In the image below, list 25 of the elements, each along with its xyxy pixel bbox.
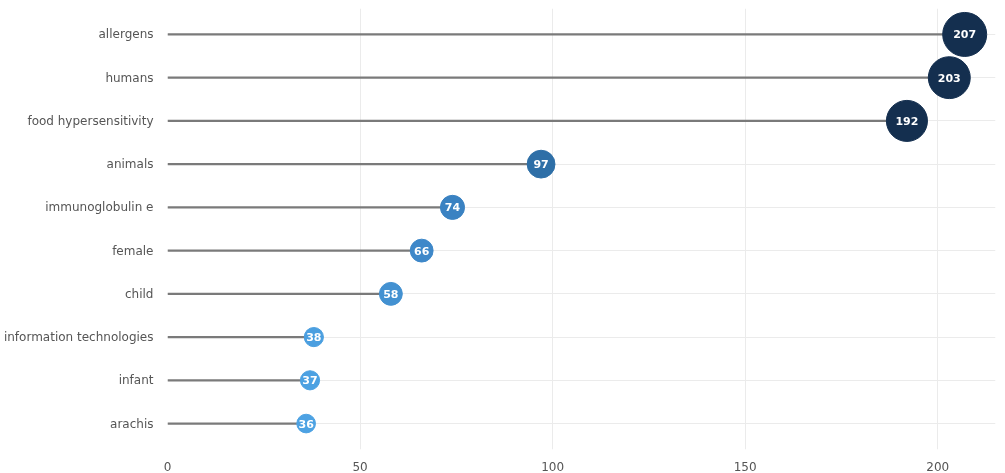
y-tick-label: food hypersensitivity: [27, 113, 154, 128]
data-label: 203: [937, 71, 961, 85]
y-tick-label: animals: [106, 157, 154, 172]
data-label: 58: [383, 287, 399, 301]
data-label: 74: [444, 201, 461, 215]
x-tick-label: 100: [541, 459, 565, 473]
x-tick-label: 150: [733, 459, 757, 473]
x-tick-label: 0: [163, 459, 172, 473]
x-tick-label: 50: [352, 459, 368, 473]
data-label: 192: [895, 114, 919, 128]
y-tick-label: immunoglobulin e: [45, 200, 154, 215]
y-tick-label: allergens: [98, 27, 154, 42]
y-tick-label: humans: [105, 70, 154, 85]
y-tick-label: child: [125, 286, 154, 301]
data-label: 207: [953, 28, 977, 42]
y-tick-label: infant: [118, 373, 154, 388]
data-label: 97: [533, 158, 549, 172]
y-tick-label: information technologies: [3, 330, 154, 345]
data-label: 36: [298, 417, 315, 431]
data-label: 38: [306, 331, 322, 345]
x-tick-label: 200: [926, 459, 950, 473]
y-tick-label: female: [112, 243, 154, 258]
data-label: 37: [302, 374, 318, 388]
y-tick-label: arachis: [110, 416, 154, 431]
data-label: 66: [414, 244, 430, 258]
